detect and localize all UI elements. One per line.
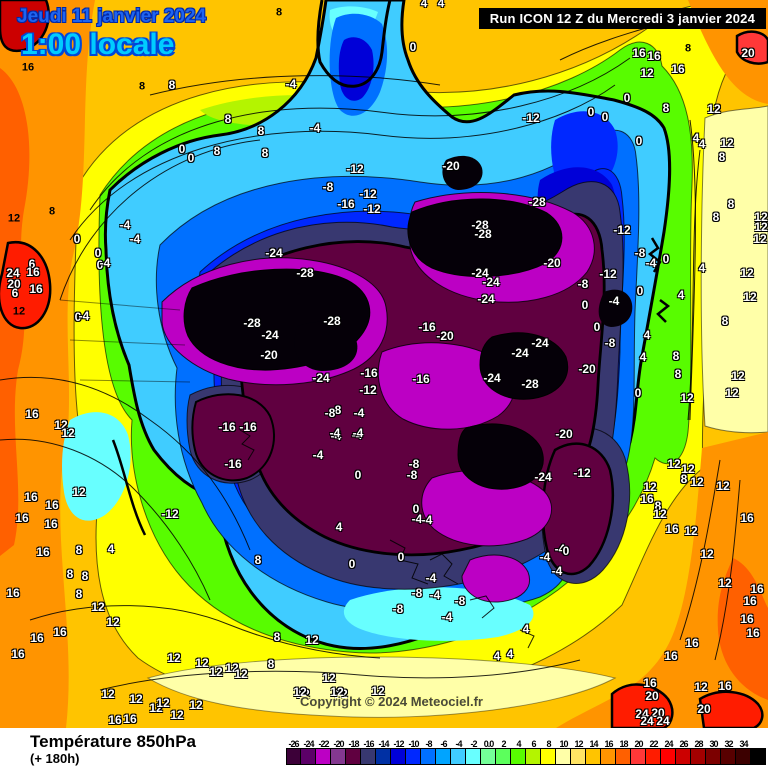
scale-color-cell bbox=[406, 748, 421, 765]
footer-bar: Température 850hPa (+ 180h) -26 -24 -22 -20… bbox=[0, 728, 768, 768]
scale-tick-label: 0.0 bbox=[483, 739, 495, 749]
scale-tick-label: -16 bbox=[363, 739, 374, 749]
scale-color-cell bbox=[451, 748, 466, 765]
scale-tick-label: -10 bbox=[408, 739, 419, 749]
scale-tick-label: 26 bbox=[679, 739, 688, 749]
scale-color-cell bbox=[286, 748, 301, 765]
hot-spots bbox=[0, 0, 768, 728]
copyright-text: Copyright © 2024 Meteociel.fr bbox=[300, 694, 483, 709]
scale-color-cell bbox=[331, 748, 346, 765]
scale-color-cell bbox=[676, 748, 691, 765]
scale-tick-label: 12 bbox=[574, 739, 583, 749]
scale-tick-label: 6 bbox=[531, 739, 536, 749]
scale-color-cell bbox=[421, 748, 436, 765]
scale-color-cell bbox=[391, 748, 406, 765]
scale-color-cell bbox=[316, 748, 331, 765]
scale-color-cell bbox=[526, 748, 541, 765]
scale-color-cell bbox=[601, 748, 616, 765]
temperature-field-svg bbox=[0, 0, 768, 728]
scale-color-cell bbox=[616, 748, 631, 765]
model-run-banner: Run ICON 12 Z du Mercredi 3 janvier 2024 bbox=[478, 8, 766, 29]
contour-lines bbox=[0, 17, 741, 691]
scale-tick-label: 4 bbox=[516, 739, 521, 749]
scale-color-cell bbox=[346, 748, 361, 765]
scale-color-cell bbox=[301, 748, 316, 765]
scale-color-cell bbox=[751, 748, 766, 765]
forecast-hour: (+ 180h) bbox=[30, 751, 80, 766]
forecast-date: Jeudi 11 janvier 2024 bbox=[17, 6, 207, 27]
scale-color-cell bbox=[586, 748, 601, 765]
color-scale-cells bbox=[286, 748, 766, 765]
thick-contours bbox=[111, 0, 671, 536]
scale-color-cell bbox=[556, 748, 571, 765]
scale-color-cell bbox=[481, 748, 496, 765]
scale-color-cell bbox=[466, 748, 481, 765]
scale-tick-label: -20 bbox=[333, 739, 344, 749]
scale-color-cell bbox=[436, 748, 451, 765]
scale-tick-label: -6 bbox=[440, 739, 447, 749]
scale-color-cell bbox=[691, 748, 706, 765]
scale-tick-label: 34 bbox=[739, 739, 748, 749]
scale-tick-label: -2 bbox=[470, 739, 477, 749]
scale-color-cell bbox=[361, 748, 376, 765]
scale-tick-label: 16 bbox=[604, 739, 613, 749]
color-scale-tick-labels: -26 -24 -22 -20 -18 -16 -14 -12 -10 -8 -6 -4 -2 0.0 2 4… bbox=[286, 734, 751, 749]
scale-tick-label: -4 bbox=[455, 739, 462, 749]
scale-tick-label: 20 bbox=[634, 739, 643, 749]
scale-color-cell bbox=[706, 748, 721, 765]
temperature-map: 8881644088-4-4888008-1200008124412816161… bbox=[0, 0, 768, 728]
parameter-title: Température 850hPa bbox=[30, 732, 196, 751]
scale-tick-label: 2 bbox=[501, 739, 506, 749]
scale-color-cell bbox=[376, 748, 391, 765]
scale-color-cell bbox=[541, 748, 556, 765]
scale-tick-label: -22 bbox=[318, 739, 329, 749]
scale-color-cell bbox=[721, 748, 736, 765]
scale-tick-label: -8 bbox=[425, 739, 432, 749]
scale-tick-label: -12 bbox=[393, 739, 404, 749]
scale-tick-label: 24 bbox=[664, 739, 673, 749]
scale-color-cell bbox=[631, 748, 646, 765]
scale-color-cell bbox=[496, 748, 511, 765]
scale-color-cell bbox=[511, 748, 526, 765]
scale-tick-label: -18 bbox=[348, 739, 359, 749]
scale-tick-label: 32 bbox=[724, 739, 733, 749]
scale-color-cell bbox=[571, 748, 586, 765]
scale-tick-label: -24 bbox=[303, 739, 314, 749]
scale-tick-label: 18 bbox=[619, 739, 628, 749]
scale-color-cell bbox=[646, 748, 661, 765]
scale-color-cell bbox=[736, 748, 751, 765]
scale-tick-label: 22 bbox=[649, 739, 658, 749]
scale-tick-label: 28 bbox=[694, 739, 703, 749]
scale-color-cell bbox=[661, 748, 676, 765]
temperature-color-scale: -26 -24 -22 -20 -18 -16 -14 -12 -10 -8 -6 -4 -2 0.0 2 4… bbox=[286, 728, 768, 768]
forecast-local-time: 1:00 locale bbox=[21, 28, 175, 61]
scale-tick-label: -26 bbox=[288, 739, 299, 749]
scale-tick-label: 14 bbox=[589, 739, 598, 749]
scale-tick-label: 30 bbox=[709, 739, 718, 749]
polar-core bbox=[161, 155, 633, 603]
scale-tick-label: -14 bbox=[378, 739, 389, 749]
scale-tick-label: 10 bbox=[559, 739, 568, 749]
scale-tick-label: 8 bbox=[546, 739, 551, 749]
